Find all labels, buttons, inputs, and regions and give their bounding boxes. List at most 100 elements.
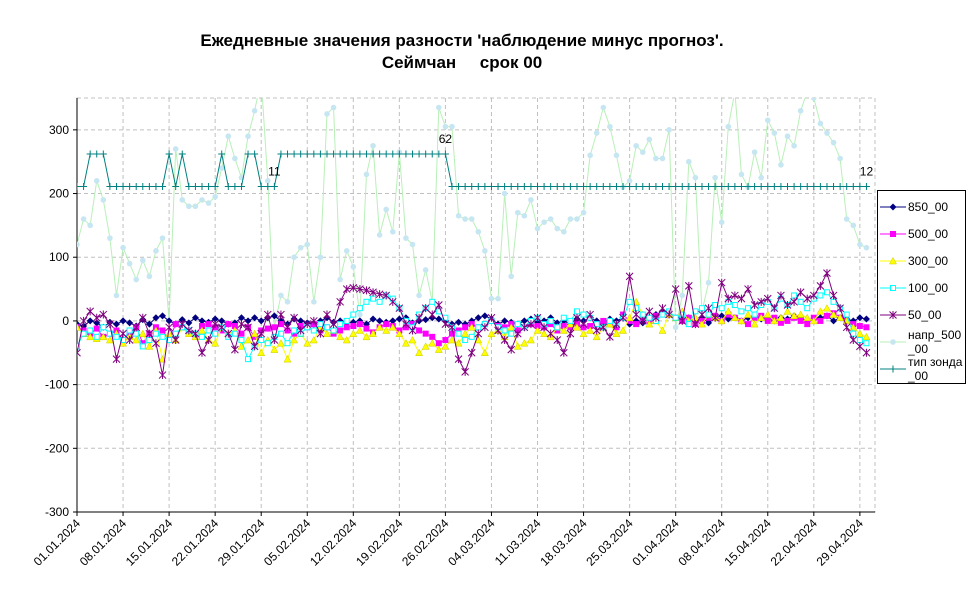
marker — [750, 301, 759, 309]
marker — [534, 323, 541, 330]
legend-marker — [890, 230, 896, 237]
marker — [455, 318, 463, 326]
marker — [501, 317, 509, 325]
marker — [816, 307, 825, 315]
x-tick-label: 08.01.2024 — [77, 516, 130, 569]
marker — [264, 325, 271, 332]
marker — [704, 304, 713, 313]
marker — [764, 183, 772, 191]
marker — [817, 120, 824, 127]
marker — [297, 317, 305, 325]
marker — [757, 313, 766, 321]
marker — [547, 321, 554, 328]
marker — [217, 323, 226, 332]
marker — [105, 336, 114, 344]
marker — [165, 329, 174, 337]
marker — [829, 310, 838, 318]
marker — [507, 183, 515, 191]
marker — [480, 348, 489, 357]
marker — [804, 321, 811, 328]
marker — [593, 183, 601, 191]
marker — [250, 342, 259, 351]
marker — [363, 325, 370, 332]
marker — [205, 327, 212, 334]
marker — [613, 152, 620, 159]
marker — [198, 348, 206, 357]
marker — [501, 183, 509, 191]
marker — [409, 150, 417, 158]
marker — [454, 355, 463, 364]
marker — [152, 314, 160, 322]
marker — [652, 313, 660, 322]
marker — [856, 337, 863, 344]
marker — [528, 197, 534, 203]
marker — [277, 150, 285, 158]
marker — [843, 311, 850, 318]
x-tick-label: 05.02.2024 — [261, 516, 314, 569]
marker — [645, 307, 654, 316]
marker — [830, 298, 837, 305]
marker — [184, 326, 193, 335]
marker — [343, 317, 350, 324]
marker — [645, 183, 653, 191]
x-tick-label: 01.01.2024 — [31, 516, 84, 569]
marker — [770, 316, 779, 325]
marker — [159, 183, 167, 191]
marker — [133, 330, 140, 337]
marker — [612, 329, 621, 337]
marker — [698, 310, 706, 319]
marker — [731, 302, 738, 308]
marker — [561, 228, 567, 235]
marker — [448, 336, 456, 344]
marker — [92, 313, 101, 322]
legend-label: 850_00 — [908, 199, 949, 214]
marker — [744, 183, 752, 191]
marker — [520, 323, 529, 332]
marker — [277, 310, 285, 319]
marker — [350, 311, 357, 318]
marker — [573, 313, 581, 322]
marker — [836, 313, 845, 321]
marker — [600, 104, 607, 111]
marker — [323, 324, 330, 331]
marker — [77, 323, 81, 331]
marker — [375, 290, 384, 299]
marker — [408, 326, 417, 335]
marker — [165, 317, 173, 325]
marker — [138, 329, 147, 337]
marker — [857, 241, 863, 248]
marker — [264, 178, 271, 184]
x-tick-label: 08.04.2024 — [675, 516, 728, 569]
marker — [862, 332, 871, 341]
marker — [467, 323, 476, 331]
marker — [751, 314, 758, 321]
marker — [501, 327, 508, 334]
marker — [448, 330, 455, 337]
marker — [487, 329, 496, 337]
marker — [455, 327, 462, 334]
marker — [579, 329, 588, 337]
marker — [145, 329, 154, 338]
marker — [587, 152, 593, 159]
marker — [171, 336, 180, 345]
marker — [474, 314, 482, 322]
marker — [823, 269, 831, 278]
marker — [783, 307, 792, 315]
marker — [257, 329, 266, 338]
marker — [705, 183, 713, 191]
marker — [619, 326, 627, 334]
marker — [751, 183, 759, 191]
marker — [113, 292, 120, 299]
marker — [593, 130, 600, 136]
marker — [316, 329, 325, 338]
y-tick-label: -300 — [45, 505, 69, 519]
marker — [856, 323, 863, 330]
marker — [705, 319, 713, 327]
marker — [811, 98, 817, 101]
marker — [757, 183, 765, 191]
marker — [356, 150, 364, 158]
marker — [712, 174, 718, 181]
marker — [139, 183, 147, 191]
marker — [277, 339, 285, 347]
marker — [441, 150, 449, 158]
